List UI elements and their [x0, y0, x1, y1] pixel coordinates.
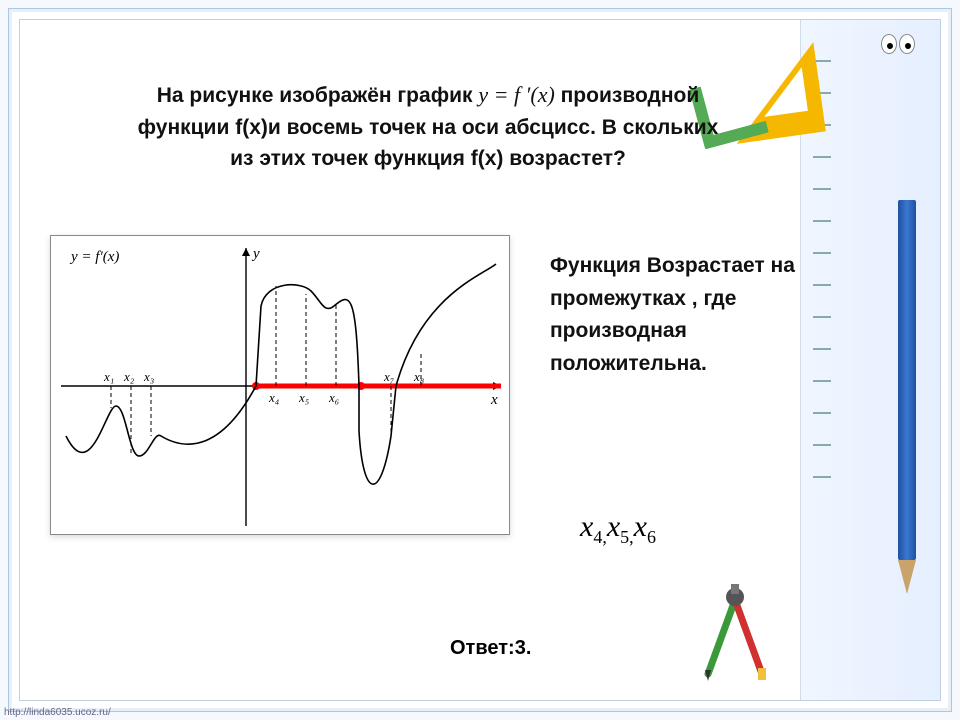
- svg-text:x₂: x₂: [123, 369, 135, 384]
- compass-icon: [690, 582, 780, 682]
- svg-text:x₅: x₅: [298, 390, 309, 405]
- chart-inner-label: y = f′(x): [69, 249, 119, 265]
- svg-text:x: x: [490, 392, 498, 408]
- question-line2: функции f(x)и восемь точек на оси абсцис…: [138, 116, 719, 139]
- svg-text:x₇: x₇: [383, 369, 395, 384]
- svg-text:x₆: x₆: [328, 390, 339, 405]
- pencil-icon: [898, 200, 916, 620]
- answer-points: x4,x5,x6: [580, 510, 656, 548]
- chart-svg: y = f′(x) y x: [51, 236, 511, 536]
- question-line1-post: производной: [561, 84, 700, 107]
- question-line3: из этих точек функция f(x) возрастет?: [230, 147, 626, 170]
- question-line1-pre: На рисунке изображён график: [157, 84, 473, 107]
- dashed-guides: [111, 286, 421, 456]
- svg-text:x₈: x₈: [413, 369, 425, 384]
- explanation-text: Функция Возрастает на промежутках , где …: [550, 250, 800, 380]
- ruler-marks: [813, 60, 833, 660]
- derivative-chart: y = f′(x) y x: [50, 235, 510, 535]
- slide-page: На рисунке изображён график y = f ′(x) п…: [8, 8, 952, 712]
- answer-label: Ответ:3.: [450, 637, 531, 660]
- question-text: На рисунке изображён график y = f ′(x) п…: [48, 78, 808, 175]
- svg-text:x₄: x₄: [268, 390, 280, 405]
- svg-text:y: y: [251, 246, 260, 262]
- question-formula: y = f ′(x): [478, 82, 554, 107]
- svg-text:x₃: x₃: [143, 369, 154, 384]
- eyes-icon: [880, 34, 922, 60]
- footer-link[interactable]: http://linda6035.ucoz.ru/: [4, 707, 111, 718]
- svg-text:x₁: x₁: [103, 369, 114, 384]
- inner-frame: На рисунке изображён график y = f ′(x) п…: [19, 19, 941, 701]
